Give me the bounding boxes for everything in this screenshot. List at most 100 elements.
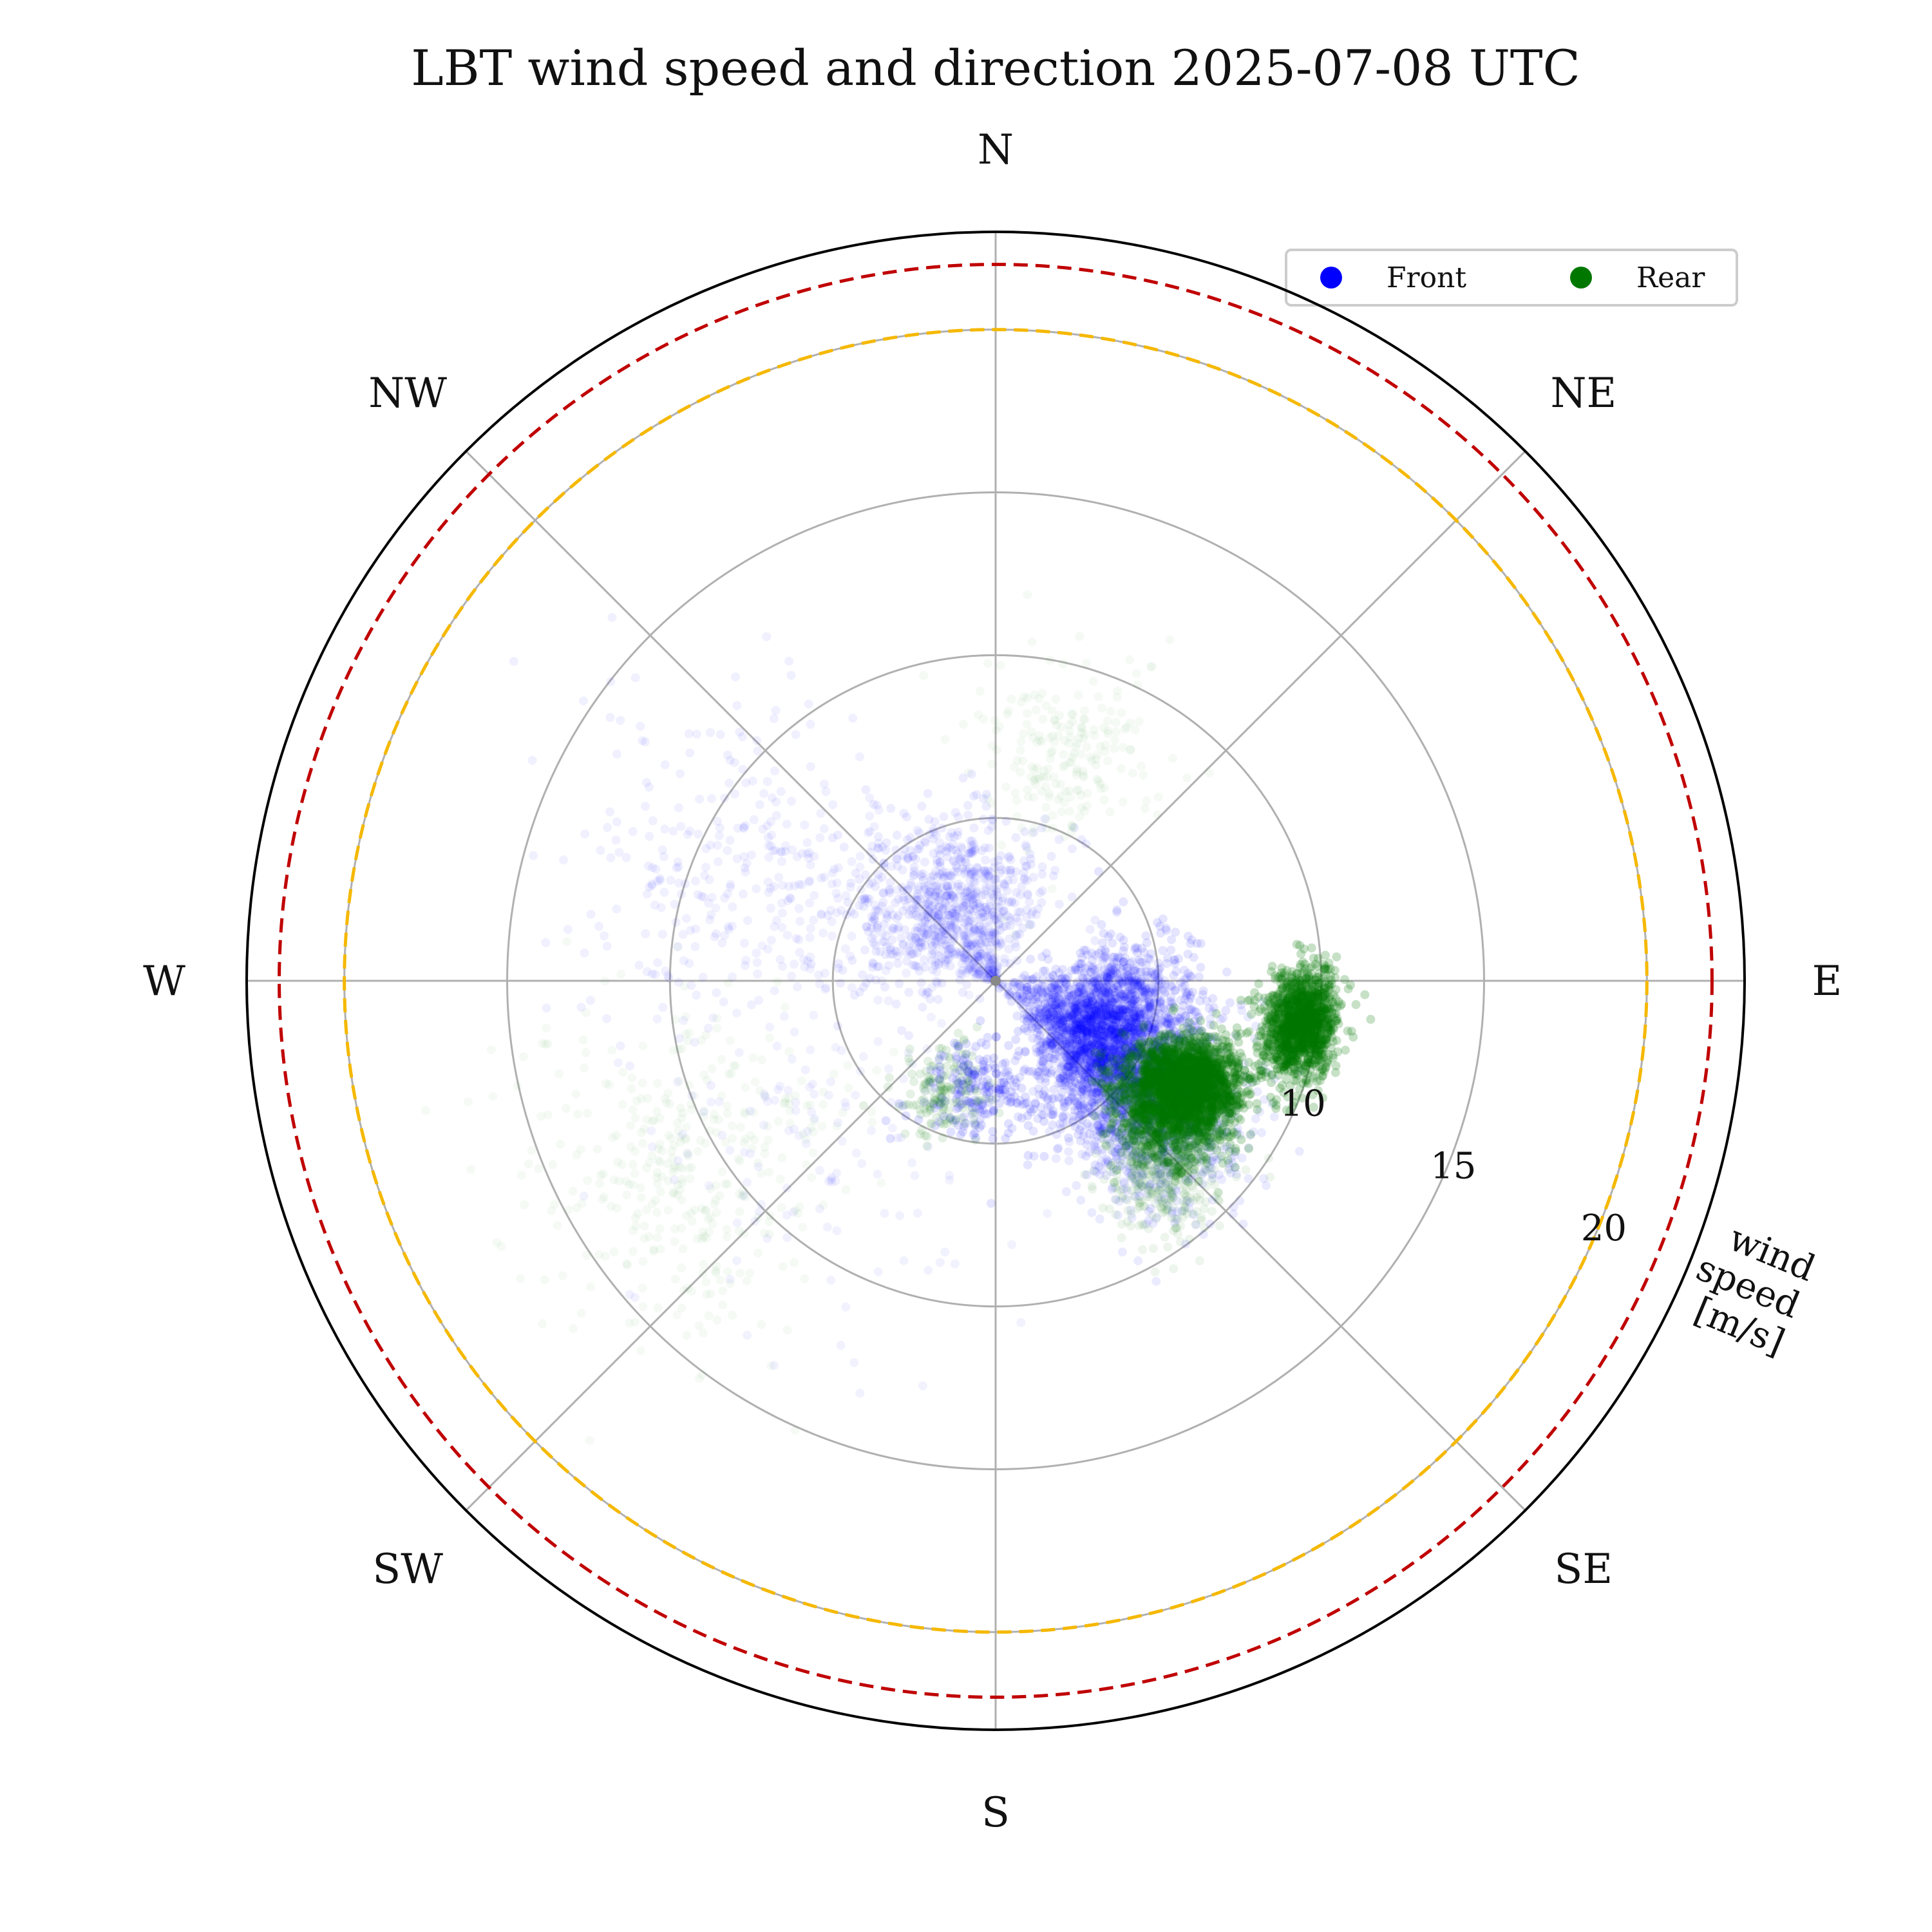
data-point [766,904,775,913]
data-point [1105,1004,1115,1014]
data-point [1086,1065,1096,1074]
data-point [1119,1116,1129,1126]
data-point [755,800,764,810]
data-point [932,967,942,977]
data-point [1133,1025,1143,1034]
data-point [1136,1153,1146,1162]
data-point [772,811,781,820]
data-point [1094,980,1103,990]
data-point [1098,1070,1108,1079]
data-point [1100,1031,1110,1041]
data-point [1177,1085,1186,1095]
data-point [997,982,1007,991]
data-point [1005,959,1015,969]
data-point [1175,1029,1184,1039]
data-point [645,782,654,792]
data-point [1151,1039,1160,1048]
data-point [931,887,941,897]
data-point [1128,1044,1138,1054]
data-point [1166,945,1176,955]
data-point [681,914,691,923]
data-point [1036,1037,1046,1046]
data-point [963,810,973,820]
data-point [1192,939,1202,948]
data-point [1104,977,1113,987]
data-point [1117,1088,1126,1098]
data-point [1026,954,1036,964]
data-point [1162,959,1171,969]
data-point [1037,981,1047,990]
data-point [1133,1089,1142,1099]
data-point [873,905,882,914]
data-point [1089,1069,1099,1079]
data-point [1069,1056,1079,1066]
data-point [659,887,669,897]
data-point [1092,1031,1101,1041]
data-point [1107,1037,1117,1047]
data-point [1078,1049,1088,1059]
data-point [668,826,678,836]
data-point [1154,1036,1164,1046]
data-point [1061,1025,1071,1035]
data-point [1104,1012,1114,1022]
data-point [1103,973,1112,983]
data-point [1049,1094,1059,1103]
data-point [817,910,826,920]
data-point [804,853,813,863]
data-point [1110,1100,1120,1110]
data-point [1108,938,1117,948]
data-point [1100,1011,1109,1021]
data-point [969,901,978,910]
data-point [1235,1196,1245,1206]
data-point [960,952,969,962]
data-point [650,970,660,979]
data-point [1022,905,1032,914]
data-point [1114,1004,1124,1014]
data-point [1127,987,1137,996]
data-point [1089,1003,1099,1013]
data-point [1099,1037,1108,1046]
data-point [1135,967,1145,977]
data-point [605,713,615,722]
data-point [1101,1006,1111,1016]
data-point [1057,1042,1066,1051]
data-point [1071,998,1081,1008]
data-point [1269,1112,1279,1122]
data-point [848,714,858,723]
data-point [1183,949,1193,959]
data-point [992,1068,1001,1078]
data-point [1101,989,1110,999]
data-point [1045,1021,1054,1031]
data-point [1099,986,1108,996]
data-point [1046,1041,1056,1050]
data-point [1144,1083,1153,1092]
data-point [1023,891,1032,900]
data-point [1087,1029,1097,1039]
data-point [970,846,980,855]
data-point [1100,1032,1109,1042]
data-point [980,866,989,875]
data-point [1052,1070,1062,1080]
data-point [739,822,748,832]
data-point [1145,1088,1155,1098]
data-point [1137,1043,1146,1052]
data-point [1130,975,1140,985]
data-point [1141,985,1151,994]
data-point [1112,1040,1121,1050]
data-point [1084,1064,1094,1074]
data-point [1085,1129,1095,1139]
data-point [1169,1068,1179,1078]
data-point [579,696,588,706]
data-point [1099,986,1109,996]
data-point [988,1134,998,1144]
data-point [921,990,931,999]
data-point [1132,1013,1142,1023]
data-point [1115,1012,1124,1021]
data-point [1045,1059,1054,1069]
data-point [655,874,665,884]
data-point [1090,984,1100,993]
data-point [954,812,963,822]
data-point [1077,835,1086,844]
data-point [647,881,657,891]
data-point [1110,1117,1120,1126]
